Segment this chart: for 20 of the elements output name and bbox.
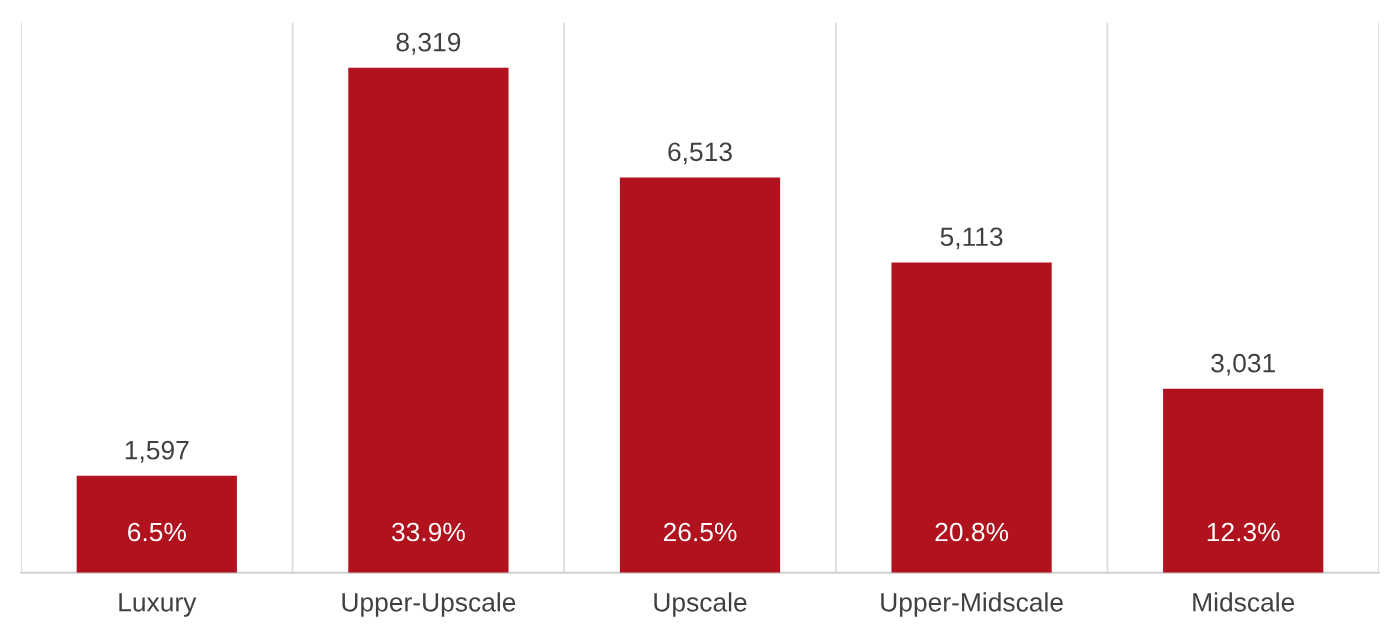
bar	[348, 67, 509, 573]
data-label: 6,513	[668, 142, 732, 165]
x-tick-label: Upper-Upscale	[342, 592, 516, 617]
annotation: 6.5%	[128, 522, 186, 542]
annotation: 20.8%	[935, 522, 1009, 542]
x-tick-label: Midscale	[1193, 592, 1295, 612]
x-tick-label: Luxury	[119, 593, 197, 617]
data-label: 5,113	[940, 227, 1003, 250]
bar	[1163, 388, 1324, 573]
data-label: 3,031	[1211, 353, 1275, 376]
bar	[619, 177, 781, 573]
annotation: 33.9%	[392, 522, 465, 542]
data-label: 1,597	[125, 440, 189, 463]
data-label: 8,319	[396, 32, 461, 55]
x-tick-label: Upscale	[654, 592, 747, 617]
annotation: 12.3%	[1207, 522, 1280, 542]
bar	[76, 475, 237, 573]
bar	[891, 262, 1052, 573]
x-tick-label: Upper-Midscale	[881, 592, 1063, 617]
annotation: 26.5%	[663, 522, 737, 542]
